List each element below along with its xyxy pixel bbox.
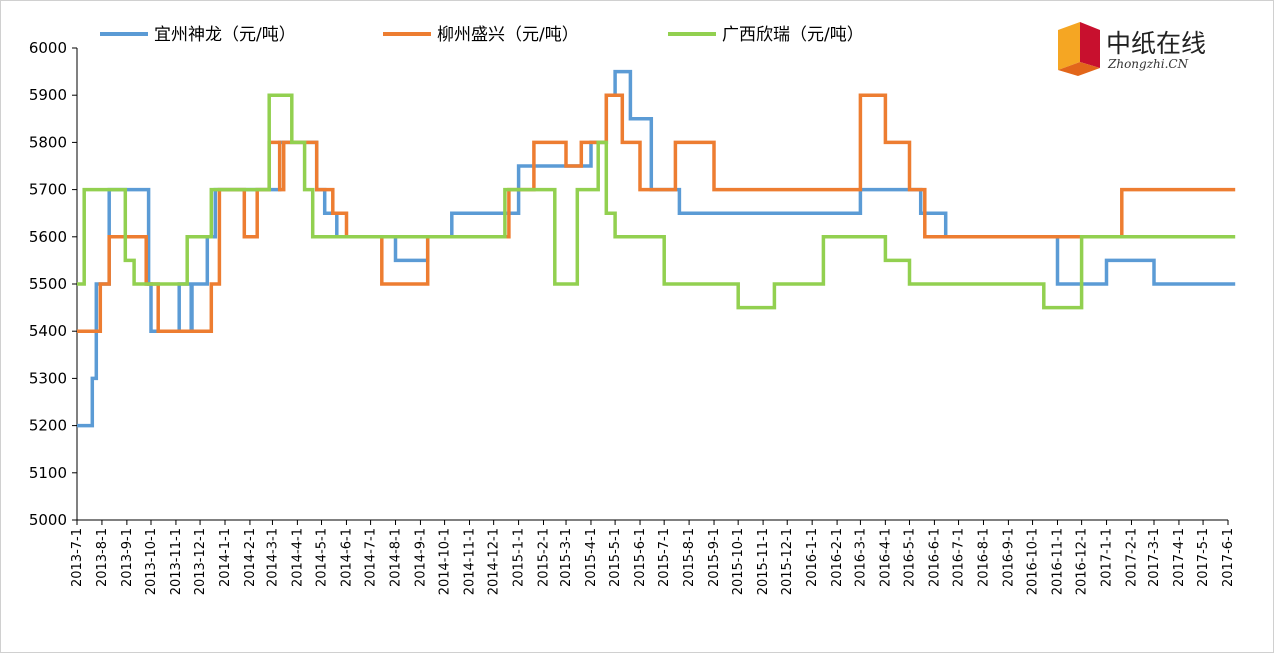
x-tick-label: 2015-8-1	[682, 528, 697, 587]
x-tick-label: 2016-4-1	[878, 528, 893, 587]
x-tick-label: 2014-11-1	[463, 528, 478, 595]
series-line-3	[77, 93, 1236, 310]
x-tick-label: 2013-10-1	[144, 528, 159, 595]
x-tick-label: 2014-2-1	[243, 528, 258, 587]
y-tick-label: 5800	[29, 133, 67, 151]
x-tick-label: 2013-7-1	[70, 528, 85, 587]
x-tick-label: 2016-1-1	[805, 528, 820, 587]
x-tick-label: 2015-10-1	[731, 528, 746, 595]
x-tick-label: 2013-8-1	[95, 528, 110, 587]
x-tick-label: 2016-7-1	[952, 528, 967, 587]
x-tick-label: 2016-5-1	[902, 528, 917, 587]
legend-label-2: 柳州盛兴（元/吨）	[437, 25, 579, 45]
x-tick-label: 2014-3-1	[265, 528, 280, 587]
x-tick-label: 2015-2-1	[537, 528, 552, 587]
x-tick-label: 2014-10-1	[438, 528, 453, 595]
x-tick-label: 2014-6-1	[339, 528, 354, 587]
x-tick-label: 2013-9-1	[120, 528, 135, 587]
y-tick-label: 5700	[29, 181, 67, 199]
x-tick-label: 2017-6-1	[1221, 528, 1236, 587]
x-tick-label: 2017-5-1	[1196, 528, 1211, 587]
logo-name-en: Zhongzhi.CN	[1107, 57, 1189, 71]
x-tick-label: 2013-11-1	[169, 528, 184, 595]
x-tick-label: 2014-12-1	[487, 528, 502, 595]
x-tick-label: 2014-7-1	[364, 528, 379, 587]
x-tick-label: 2016-12-1	[1075, 528, 1090, 595]
x-tick-label: 2016-10-1	[1026, 528, 1041, 595]
x-tick-label: 2015-12-1	[780, 528, 795, 595]
x-tick-label: 2015-5-1	[608, 528, 623, 587]
y-tick-label: 5200	[29, 417, 67, 435]
x-tick-label: 2016-3-1	[853, 528, 868, 587]
x-tick-label: 2017-2-1	[1124, 528, 1139, 587]
x-tick-label: 2017-3-1	[1147, 528, 1162, 587]
x-tick-label: 2016-2-1	[830, 528, 845, 587]
x-tick-label: 2016-8-1	[976, 528, 991, 587]
logo-name-cn: 中纸在线	[1106, 29, 1206, 58]
x-tick-label: 2014-8-1	[389, 528, 404, 587]
x-tick-label: 2014-5-1	[315, 528, 330, 587]
x-tick-label: 2015-1-1	[512, 528, 527, 587]
x-tick-label: 2013-12-1	[193, 528, 208, 595]
x-tick-label: 2014-1-1	[218, 528, 233, 587]
x-tick-label: 2015-4-1	[584, 528, 599, 587]
x-tick-label: 2015-11-1	[756, 528, 771, 595]
x-tick-label: 2015-9-1	[707, 528, 722, 587]
legend-label-3: 广西欣瑞（元/吨）	[722, 25, 864, 45]
y-tick-label: 5600	[29, 228, 67, 246]
x-tick-label: 2014-4-1	[290, 528, 305, 587]
x-tick-label: 2016-9-1	[1001, 528, 1016, 587]
x-tick-label: 2015-7-1	[657, 528, 672, 587]
x-tick-label: 2017-4-1	[1172, 528, 1187, 587]
x-tick-label: 2015-3-1	[559, 528, 574, 587]
x-tick-label: 2015-6-1	[633, 528, 648, 587]
y-tick-label: 5900	[29, 86, 67, 104]
y-tick-label: 5000	[29, 511, 67, 529]
y-tick-label: 6000	[29, 39, 67, 57]
y-tick-label: 5400	[29, 322, 67, 340]
x-tick-label: 2014-9-1	[413, 528, 428, 587]
y-tick-label: 5300	[29, 369, 67, 387]
series-line-2	[77, 93, 1236, 333]
legend: 宜州神龙（元/吨） 柳州盛兴（元/吨） 广西欣瑞（元/吨）	[100, 25, 864, 45]
legend-label-1: 宜州神龙（元/吨）	[154, 25, 296, 45]
series-line-1	[77, 69, 1236, 428]
y-tick-label: 5500	[29, 275, 67, 293]
y-tick-label: 5100	[29, 464, 67, 482]
x-tick-label: 2016-6-1	[927, 528, 942, 587]
x-tick-label: 2017-1-1	[1100, 528, 1115, 587]
x-tick-label: 2016-11-1	[1050, 528, 1065, 595]
zhongzhi-logo: 中纸在线 Zhongzhi.CN	[1058, 22, 1206, 76]
series-layer	[77, 69, 1236, 428]
axes: 5000 5100 5200 5300 5400 5500 5600 5700 5800 5900…	[29, 39, 1236, 595]
